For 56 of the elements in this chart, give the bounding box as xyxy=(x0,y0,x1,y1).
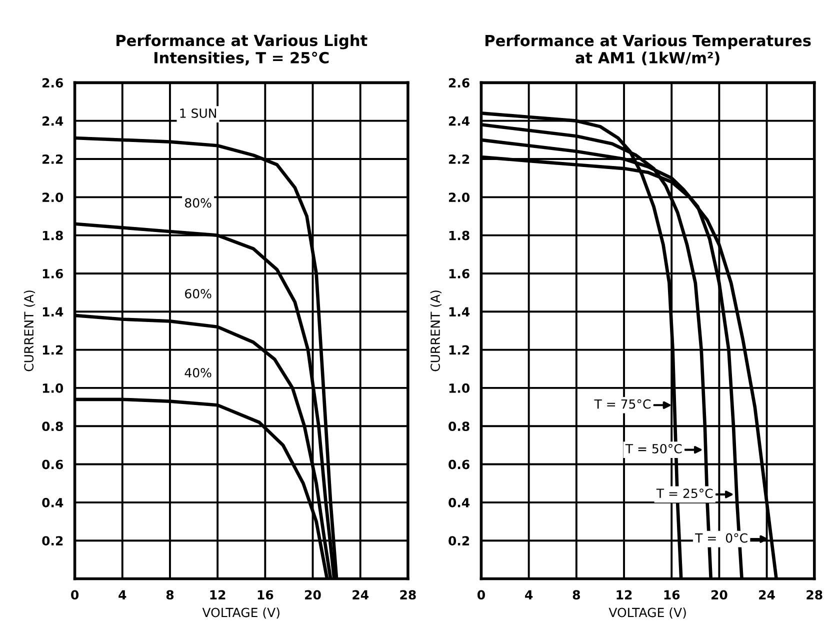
x-tick-label: 4 xyxy=(118,590,126,600)
y-tick-label: 1.2 xyxy=(449,345,470,355)
y-tick-label: 1.4 xyxy=(449,307,470,316)
x-tick-label: 20 xyxy=(305,590,321,600)
x-tick-label: 24 xyxy=(352,590,368,600)
series-label: 60% xyxy=(185,288,212,298)
y-tick-label: 2.2 xyxy=(42,154,63,164)
x-tick-label: 4 xyxy=(525,590,533,600)
x-tick-label: 8 xyxy=(572,590,580,600)
y-tick-label: 2.6 xyxy=(42,78,64,88)
y-tick-label: 2.4 xyxy=(448,116,470,126)
y-axis-title: CURRENT (A) xyxy=(430,290,442,372)
y-tick-label: 0.4 xyxy=(42,498,64,508)
y-tick-label: 1.0 xyxy=(42,383,64,393)
x-tick-label: 8 xyxy=(166,590,174,600)
series-label: 1 SUN xyxy=(180,108,216,118)
y-tick-label: 1.4 xyxy=(42,307,64,316)
y-tick-label: 1.2 xyxy=(42,345,63,355)
y-tick-label: 1.8 xyxy=(42,230,63,240)
legend-label: T = 0°C xyxy=(695,533,748,543)
x-tick-label: 20 xyxy=(711,590,728,600)
x-axis-title: VOLTAGE (V) xyxy=(608,608,686,619)
legend-label: T = 75°C xyxy=(594,399,651,409)
y-tick-label: 2.0 xyxy=(42,192,64,202)
y-tick-label: 2.6 xyxy=(448,78,470,88)
y-tick-label: 0.2 xyxy=(42,536,63,546)
text: 80% xyxy=(185,198,212,208)
chart-title: Performance at Various Temperatures at AM1 (1kW/m²) xyxy=(486,34,811,66)
y-tick-label: 0.2 xyxy=(448,536,470,546)
series-label: 40% xyxy=(184,368,212,378)
y-tick-label: 2.0 xyxy=(448,192,470,202)
y-tick-label: 2.2 xyxy=(448,154,470,164)
x-tick-label: 24 xyxy=(759,590,775,600)
y-tick-label: 2.4 xyxy=(42,116,64,126)
x-tick-label: 12 xyxy=(616,590,632,600)
chart-title: Performance at Various Light Intensities, T = 25°C xyxy=(116,34,368,66)
y-axis-title: CURRENT (A) xyxy=(24,290,36,372)
x-tick-label: 0 xyxy=(477,590,485,600)
x-tick-label: 28 xyxy=(806,590,822,600)
y-tick-label: 0.6 xyxy=(448,460,470,470)
x-tick-label: 28 xyxy=(400,590,416,600)
y-tick-label: 0.8 xyxy=(42,422,63,432)
y-tick-label: 1.6 xyxy=(42,268,64,278)
y-tick-label: 1.8 xyxy=(449,230,470,240)
x-tick-label: 16 xyxy=(664,590,680,600)
legend-label: T = 50°C xyxy=(625,444,682,454)
y-tick-label: 0.8 xyxy=(448,422,470,432)
legend-label: T = 25°C xyxy=(656,488,713,498)
y-tick-label: 1.6 xyxy=(449,268,470,278)
x-axis-title: VOLTAGE (V) xyxy=(202,608,280,619)
x-tick-label: 0 xyxy=(71,590,79,600)
y-tick-label: 0.4 xyxy=(448,498,470,508)
x-tick-label: 12 xyxy=(210,590,226,600)
x-tick-label: 16 xyxy=(258,590,274,600)
y-tick-label: 1.0 xyxy=(449,383,470,393)
y-tick-label: 0.6 xyxy=(42,460,64,470)
